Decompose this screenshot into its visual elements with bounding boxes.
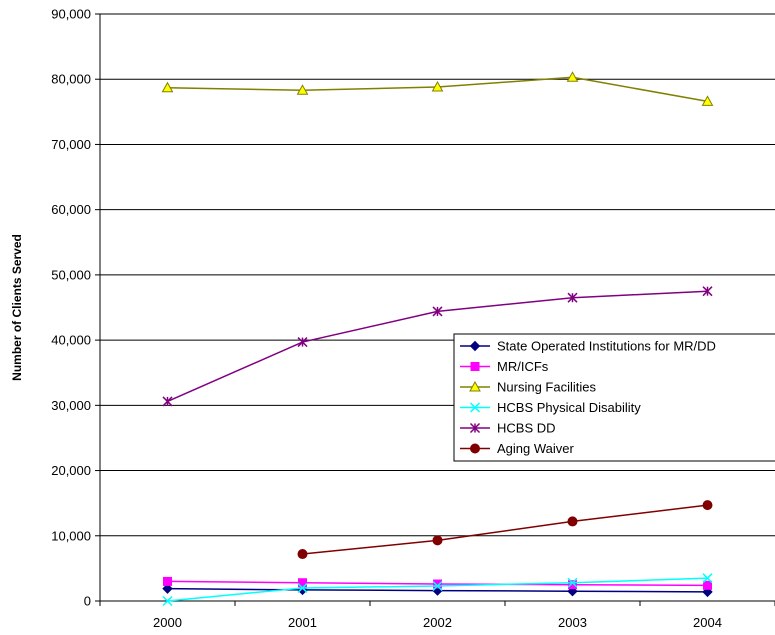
data-point bbox=[297, 337, 308, 348]
legend-label: MR/ICFs bbox=[497, 359, 549, 374]
data-point bbox=[297, 549, 308, 560]
data-point bbox=[298, 578, 307, 588]
legend-label: State Operated Institutions for MR/DD bbox=[497, 339, 716, 354]
data-point bbox=[162, 583, 173, 594]
series-line bbox=[302, 504, 708, 555]
legend-item: HCBS DD bbox=[460, 421, 556, 436]
data-point bbox=[433, 579, 442, 589]
data-point bbox=[296, 84, 309, 95]
legend-label: Aging Waiver bbox=[497, 441, 574, 456]
y-tick-label: 40,000 bbox=[51, 333, 91, 348]
legend-label: HCBS DD bbox=[497, 421, 556, 436]
plot-area: 0 10,000 20,000 30,000 40,000 50,000 60,000 70,… bbox=[10, 7, 775, 630]
data-point bbox=[566, 71, 579, 82]
legend-label: HCBS Physical Disability bbox=[497, 400, 641, 415]
data-point bbox=[297, 582, 308, 593]
y-tick-label: 10,000 bbox=[51, 528, 91, 543]
legend-marker bbox=[470, 443, 480, 454]
y-tick-label: 80,000 bbox=[51, 72, 91, 87]
data-point bbox=[702, 573, 713, 584]
legend-label: Nursing Facilities bbox=[497, 380, 596, 395]
y-tick-label: 0 bbox=[84, 594, 91, 609]
legend-marker bbox=[469, 402, 481, 413]
y-tick-label: 30,000 bbox=[51, 398, 91, 413]
data-point bbox=[432, 535, 443, 546]
data-point bbox=[161, 81, 174, 93]
legend-marker bbox=[470, 362, 480, 371]
legend-item: MR/ICFs bbox=[460, 359, 549, 374]
legend-marker bbox=[469, 380, 481, 392]
data-point bbox=[701, 95, 714, 106]
data-point bbox=[162, 595, 173, 607]
x-tick-label: 2001 bbox=[288, 615, 317, 630]
data-point bbox=[432, 580, 443, 592]
data-point bbox=[162, 396, 173, 407]
data-point bbox=[431, 81, 444, 92]
y-tick-label: 20,000 bbox=[51, 463, 91, 478]
legend-item: Nursing Facilities bbox=[460, 380, 596, 395]
y-tick-label: 90,000 bbox=[51, 7, 91, 22]
data-point bbox=[568, 580, 577, 590]
data-point bbox=[567, 577, 578, 588]
x-tick-label: 2000 bbox=[153, 615, 182, 630]
legend-marker bbox=[469, 422, 481, 434]
legend-item: State Operated Institutions for MR/DD bbox=[460, 339, 716, 354]
x-tick-label: 2002 bbox=[423, 615, 452, 630]
y-tick-label: 60,000 bbox=[51, 202, 91, 217]
data-point bbox=[432, 306, 443, 317]
series-5 bbox=[162, 286, 713, 407]
series-2 bbox=[163, 576, 712, 590]
legend-marker bbox=[469, 340, 481, 352]
y-tick-label: 50,000 bbox=[51, 267, 91, 282]
series-6 bbox=[297, 500, 713, 560]
legend-item: Aging Waiver bbox=[460, 441, 574, 456]
series-3 bbox=[161, 71, 714, 106]
data-point bbox=[702, 500, 713, 511]
legend: State Operated Institutions for MR/DD MR/… bbox=[453, 333, 775, 462]
y-axis-title: Number of Clients Served bbox=[10, 234, 24, 381]
x-tick-label: 2003 bbox=[558, 615, 587, 630]
x-tick-label: 2004 bbox=[693, 615, 722, 630]
data-point bbox=[703, 580, 712, 590]
data-point bbox=[567, 516, 578, 527]
series-4 bbox=[162, 573, 713, 607]
y-tick-label: 70,000 bbox=[51, 137, 91, 152]
legend-box bbox=[453, 333, 775, 462]
data-point bbox=[163, 576, 172, 586]
data-point bbox=[702, 286, 713, 297]
legend-item: HCBS Physical Disability bbox=[460, 400, 641, 415]
data-point bbox=[567, 292, 578, 303]
